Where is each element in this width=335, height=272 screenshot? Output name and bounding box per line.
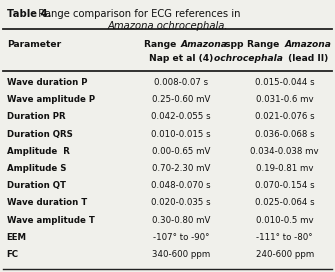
Text: -111° to -80°: -111° to -80°: [256, 233, 313, 242]
Text: -107° to -90°: -107° to -90°: [153, 233, 209, 242]
Text: (lead II): (lead II): [285, 54, 328, 63]
Text: 0.021-0.076 s: 0.021-0.076 s: [255, 112, 315, 121]
Text: Wave amplitude P: Wave amplitude P: [7, 95, 95, 104]
Text: Amazona: Amazona: [181, 40, 228, 49]
Text: 0.036-0.068 s: 0.036-0.068 s: [255, 129, 315, 139]
Text: Range: Range: [247, 40, 285, 49]
Text: 240-600 ppm: 240-600 ppm: [256, 250, 314, 259]
Text: 0.020-0.035 s: 0.020-0.035 s: [151, 198, 211, 207]
Text: Nap et al (4): Nap et al (4): [149, 54, 213, 63]
Text: 0.025-0.064 s: 0.025-0.064 s: [255, 198, 315, 207]
Text: Amazona ochrocephala.: Amazona ochrocephala.: [107, 21, 228, 31]
Text: Amplitude S: Amplitude S: [7, 164, 66, 173]
Text: 0.010-0.015 s: 0.010-0.015 s: [151, 129, 211, 139]
Text: Duration QT: Duration QT: [7, 181, 66, 190]
Text: Duration QRS: Duration QRS: [7, 129, 73, 139]
Text: Amplitude  R: Amplitude R: [7, 147, 70, 156]
Text: 0.048-0.070 s: 0.048-0.070 s: [151, 181, 211, 190]
Text: spp: spp: [222, 40, 243, 49]
Text: FC: FC: [7, 250, 19, 259]
Text: 0.00-0.65 mV: 0.00-0.65 mV: [152, 147, 210, 156]
Text: 0.70-2.30 mV: 0.70-2.30 mV: [152, 164, 210, 173]
Text: 0.010-0.5 mv: 0.010-0.5 mv: [256, 215, 314, 224]
Text: 0.031-0.6 mv: 0.031-0.6 mv: [256, 95, 314, 104]
Text: Wave amplitude T: Wave amplitude T: [7, 215, 94, 224]
Text: 340-600 ppm: 340-600 ppm: [152, 250, 210, 259]
Text: 0.19-0.81 mv: 0.19-0.81 mv: [256, 164, 314, 173]
Text: 0.008-0.07 s: 0.008-0.07 s: [154, 78, 208, 87]
Text: 0.015-0.044 s: 0.015-0.044 s: [255, 78, 315, 87]
Text: Amazona: Amazona: [285, 40, 332, 49]
Text: EEM: EEM: [7, 233, 27, 242]
Text: Table 4.: Table 4.: [7, 9, 51, 19]
Text: Duration PR: Duration PR: [7, 112, 65, 121]
Text: Range comparison for ECG references in: Range comparison for ECG references in: [32, 9, 241, 19]
Text: 0.25-0.60 mV: 0.25-0.60 mV: [152, 95, 210, 104]
Text: 0.30-0.80 mV: 0.30-0.80 mV: [152, 215, 210, 224]
Text: Wave duration T: Wave duration T: [7, 198, 87, 207]
Text: ochrocephala: ochrocephala: [214, 54, 285, 63]
Text: 0.070-0.154 s: 0.070-0.154 s: [255, 181, 315, 190]
Text: Range: Range: [143, 40, 181, 49]
Text: Parameter: Parameter: [7, 40, 61, 49]
Text: Wave duration P: Wave duration P: [7, 78, 87, 87]
Text: 0.042-0.055 s: 0.042-0.055 s: [151, 112, 211, 121]
Text: 0.034-0.038 mv: 0.034-0.038 mv: [251, 147, 319, 156]
